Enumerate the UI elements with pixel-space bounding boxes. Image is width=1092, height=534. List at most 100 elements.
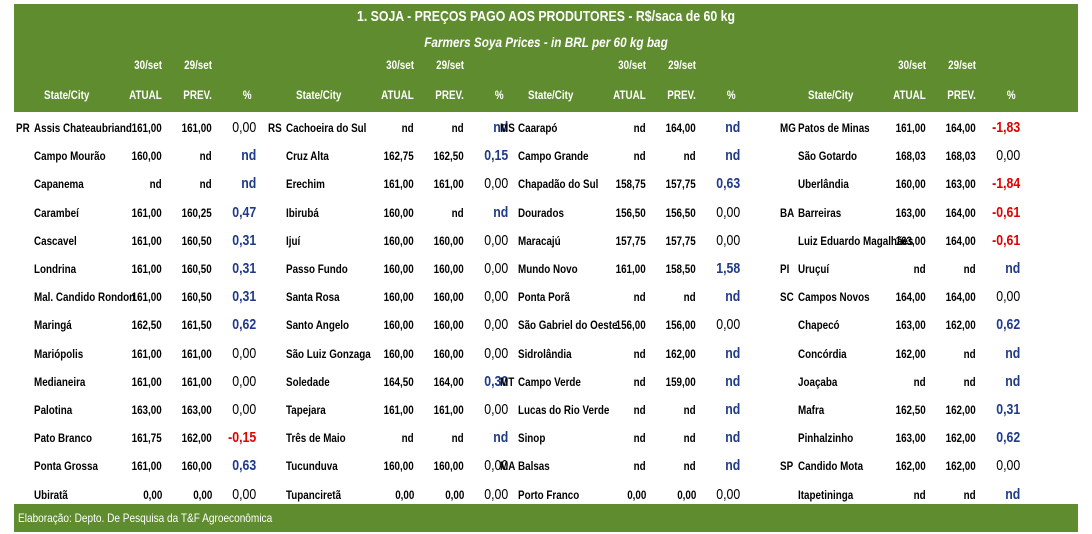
pct-change: 0,00 [462,340,508,368]
pct-change: 0,00 [210,368,256,396]
cell-text: 161,00 [131,374,162,389]
cell-text: 160,00 [383,459,414,474]
city-name: Capanema [34,170,95,198]
cell-text: 0,00 [484,231,508,249]
title-band: 1. SOJA - PREÇOS PAGO AOS PRODUTORES - R… [14,4,1078,30]
price-atual: nd [586,396,646,424]
header-atual: ATUAL [613,88,646,102]
cell-text: 161,00 [131,459,162,474]
cell-text: Porto Franco [518,487,580,502]
cell-text: 162,50 [433,149,464,164]
price-prev: 164,00 [926,227,976,255]
price-prev: 164,00 [926,283,976,311]
cell-text: Tupanciretã [286,487,342,502]
cell-text: 0,00 [676,487,696,502]
cell-text: 0,00 [716,231,740,249]
cell-text: 0,00 [192,487,212,502]
header-date-current: 30/set [618,58,646,72]
price-atual: 160,00 [354,227,414,255]
header-date-previous: 29/set [436,58,464,72]
price-atual: nd [866,368,926,396]
price-atual: 157,75 [586,227,646,255]
cell-text: nd [633,403,646,417]
pct-change: nd [694,114,740,142]
pct-change: 0,00 [462,255,508,283]
cell-text: Itapetininga [798,487,854,502]
cell-text: 162,00 [895,346,926,361]
cell-text: nd [1004,344,1020,362]
cell-text: Ibirubá [286,205,319,220]
header-prev: PREV. [667,88,696,102]
price-atual: 163,00 [866,424,926,452]
cell-text: 0,31 [232,231,256,249]
cell-text: 0,00 [232,485,256,503]
price-atual: 163,00 [866,199,926,227]
cell-text: nd [963,374,976,389]
city-name: Campo Grande [518,142,604,170]
pct-change: 0,31 [974,396,1020,424]
price-prev: nd [414,114,464,142]
state-code: MG [780,114,799,142]
city-name: Chapecó [798,311,849,339]
cell-text: Ponta Porã [518,290,570,305]
pct-change: nd [974,255,1020,283]
cell-text: nd [633,374,646,389]
cell-text: nd [913,487,926,502]
pct-change: -0,15 [210,424,256,452]
cell-text: 160,25 [181,205,212,220]
cell-text: nd [913,262,926,276]
price-prev: nd [926,481,976,509]
cell-text: 0,00 [996,288,1020,306]
pct-change: -0,61 [974,199,1020,227]
footer-band: Elaboração: Depto. De Pesquisa da T&F Ag… [14,504,1078,532]
cell-text: Mafra [798,403,825,417]
price-atual: nd [586,424,646,452]
price-prev: 163,00 [162,396,212,424]
header-state-city: State/City [44,88,90,102]
cell-text: nd [240,147,256,165]
column-header-band: 30/set 29/set ATUAL PREV.% State/City 30/set 2… [14,54,1078,112]
cell-text: nd [633,431,646,446]
cell-text: 0,31 [996,401,1020,418]
cell-text: 0,00 [232,372,256,390]
cell-text: nd [724,372,740,390]
header-date-previous: 29/set [948,58,976,72]
price-prev: 162,00 [926,424,976,452]
cell-text: PR [16,121,30,135]
cell-text: 158,75 [615,177,646,192]
cell-text: Maringá [34,318,72,333]
cell-text: nd [492,119,508,136]
header-pct: % [243,88,252,102]
cell-text: 157,75 [665,177,696,192]
state-code: SC [780,283,797,311]
pct-change: -1,83 [974,114,1020,142]
cell-text: São Luiz Gonzaga [286,346,371,361]
cell-text: 160,00 [895,177,926,192]
city-name: São Luiz Gonzaga [286,340,389,368]
price-prev: 160,00 [414,340,464,368]
pct-change: nd [974,340,1020,368]
price-prev: nd [926,255,976,283]
cell-text: Assis Chateaubriand [34,121,132,135]
price-prev: nd [646,283,696,311]
price-prev: 161,00 [162,340,212,368]
pct-change: 0,00 [210,481,256,509]
cell-text: Três de Maio [286,431,346,446]
cell-text: Campo Grande [518,149,589,164]
pct-change: nd [694,368,740,396]
cell-text: Uruçuí [798,262,830,276]
cell-text: 0,00 [484,175,508,193]
cell-text: 160,50 [181,290,212,305]
city-name: Concórdia [798,340,857,368]
header-state-city: State/City [296,88,342,102]
city-name: Caarapó [518,114,566,142]
cell-text: São Gabriel do Oeste [518,318,618,333]
city-name: Lucas do Rio Verde [518,396,629,424]
pct-change: 0,30 [462,368,508,396]
city-name: Tapejara [286,396,334,424]
price-atual: 162,50 [102,311,162,339]
cell-text: nd [451,121,464,135]
header-atual: ATUAL [129,88,162,102]
price-atual: 164,50 [354,368,414,396]
price-atual: nd [586,142,646,170]
